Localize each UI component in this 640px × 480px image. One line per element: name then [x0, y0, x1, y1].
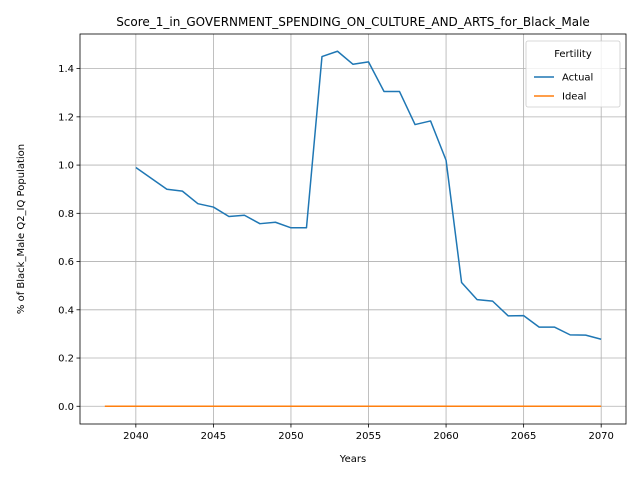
legend-label-ideal: Ideal: [562, 92, 586, 103]
x-tick-label: 2070: [588, 431, 613, 442]
legend-entries: Actual Ideal: [534, 73, 593, 103]
legend-title: Fertility: [554, 49, 592, 60]
x-tick-label: 2040: [123, 431, 148, 442]
x-axis-label: Years: [339, 454, 366, 465]
y-tick-label: 0.0: [58, 402, 74, 413]
x-tick-label: 2060: [433, 431, 458, 442]
chart-title: Score_1_in_GOVERNMENT_SPENDING_ON_CULTUR…: [116, 15, 590, 29]
x-tick-label: 2045: [201, 431, 226, 442]
x-tick-label: 2055: [356, 431, 381, 442]
y-tick-label: 1.4: [58, 64, 74, 75]
tick-layer: 2040 2045 2050 2055 2060 2065 2070 0.0 0.2 0.4 0.6…: [58, 64, 614, 442]
x-tick-label: 2065: [511, 431, 536, 442]
series-layer: [104, 50, 602, 408]
legend-box: [525, 40, 621, 108]
y-axis-label: % of Black_Male Q2_IQ Population: [16, 144, 27, 314]
y-tick-label: 0.2: [58, 354, 74, 365]
y-tick-label: 1.0: [58, 161, 74, 172]
y-tick-label: 1.2: [58, 112, 74, 123]
y-tick-label: 0.4: [58, 305, 74, 316]
y-tick-label: 0.6: [58, 257, 74, 268]
series-line-actual: [135, 50, 602, 340]
plot-frame: [79, 33, 627, 425]
legend-label-actual: Actual: [562, 73, 593, 84]
legend: Fertility Actual Ideal: [525, 40, 621, 108]
x-tick-label: 2050: [278, 431, 303, 442]
y-tick-label: 0.8: [58, 209, 74, 220]
